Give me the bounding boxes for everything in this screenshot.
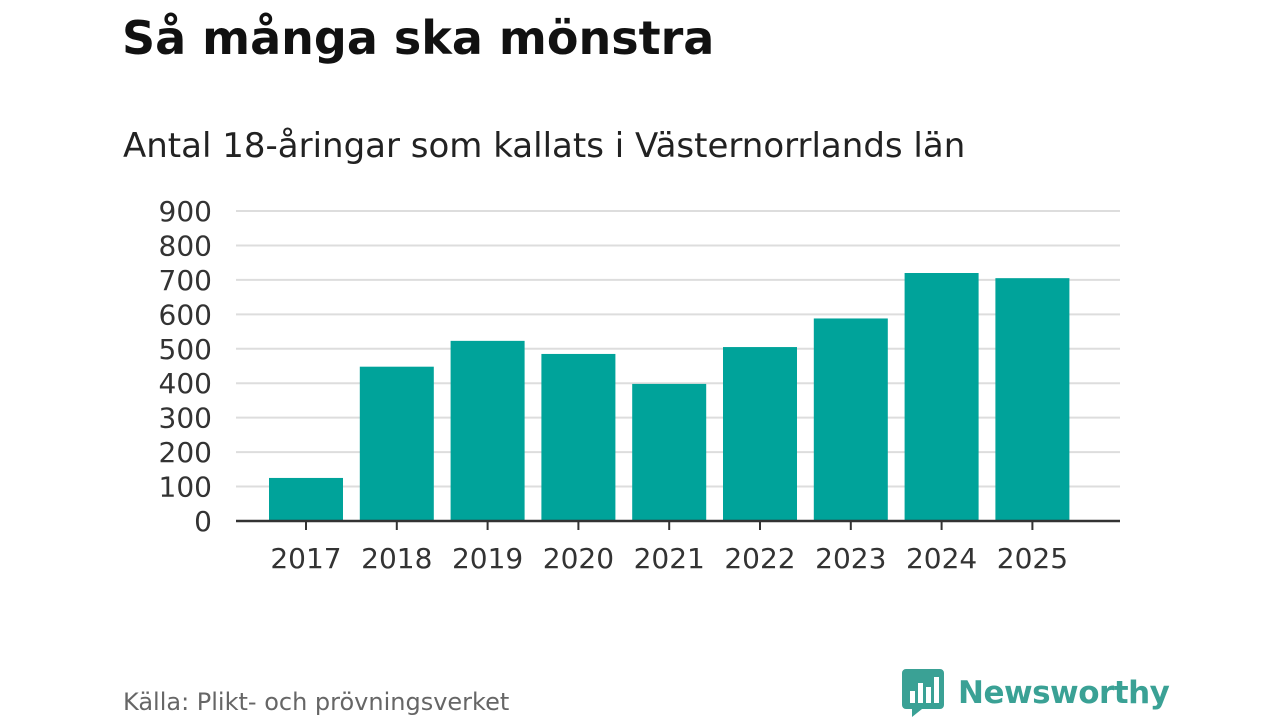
x-tick-label: 2018 xyxy=(361,542,432,575)
bar-2017 xyxy=(269,477,343,521)
y-tick-label: 300 xyxy=(159,402,212,435)
x-tick-label: 2023 xyxy=(815,542,886,575)
x-tick-label: 2025 xyxy=(997,542,1068,575)
x-tick-label: 2020 xyxy=(543,542,614,575)
bar-2025 xyxy=(995,278,1070,521)
y-tick-label: 500 xyxy=(159,333,212,366)
y-tick-label: 600 xyxy=(159,298,212,331)
bar-2018 xyxy=(359,366,434,521)
bar-2021 xyxy=(632,383,707,521)
x-tick-label: 2022 xyxy=(724,542,795,575)
y-tick-label: 0 xyxy=(194,505,212,538)
y-tick-label: 200 xyxy=(159,436,212,469)
x-tick-label: 2024 xyxy=(906,542,977,575)
y-tick-label: 400 xyxy=(159,367,212,400)
bar-2022 xyxy=(723,347,797,521)
y-tick-label: 900 xyxy=(159,195,212,228)
bar-2019 xyxy=(450,340,525,521)
bar-2020 xyxy=(541,353,616,521)
y-tick-label: 800 xyxy=(159,229,212,262)
x-axis-ticks: 2017 2018 2019 2020 2021 2022 2023 2024 2025 xyxy=(270,521,1068,575)
chart-subtitle: Antal 18-åringar som kallats i Västernor… xyxy=(123,126,966,166)
bars xyxy=(269,273,1070,521)
x-tick-label: 2021 xyxy=(634,542,705,575)
y-tick-label: 100 xyxy=(159,471,212,504)
bar-2023 xyxy=(813,318,888,521)
newsworthy-logo[interactable]: Newsworthy xyxy=(902,668,1170,718)
bar-2024 xyxy=(904,273,979,521)
source-note: Källa: Plikt- och prövningsverket xyxy=(123,688,510,716)
y-tick-label: 700 xyxy=(159,264,212,297)
x-tick-label: 2017 xyxy=(270,542,341,575)
bar-chart-speech-bubble-icon xyxy=(902,669,944,717)
chart-title: Så många ska mönstra xyxy=(122,11,715,65)
x-tick-label: 2019 xyxy=(452,542,523,575)
brand-name: Newsworthy xyxy=(958,675,1170,711)
